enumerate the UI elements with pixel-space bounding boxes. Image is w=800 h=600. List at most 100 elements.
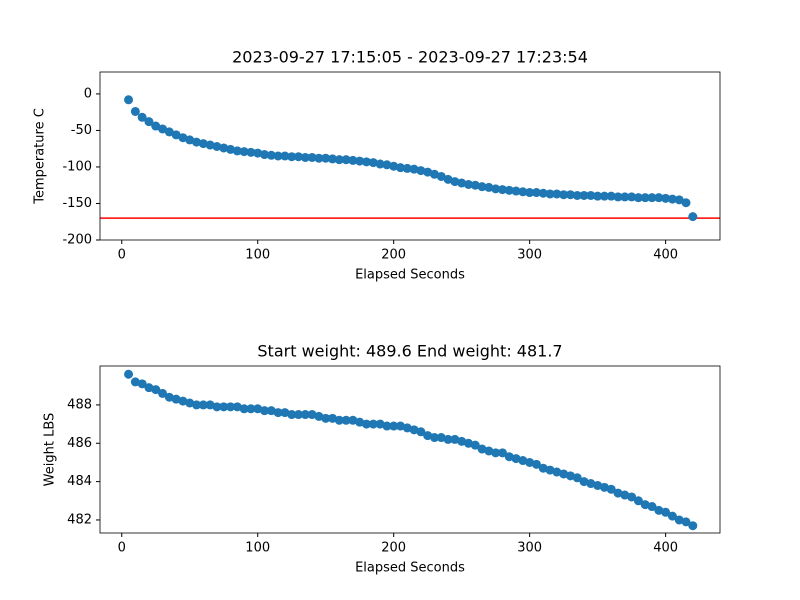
- data-point: [178, 133, 188, 143]
- data-point: [620, 490, 630, 500]
- data-point: [681, 517, 691, 527]
- data-point: [198, 400, 208, 410]
- data-point: [518, 187, 528, 197]
- data-point: [552, 189, 562, 199]
- data-point: [321, 413, 331, 423]
- x-tick-label: 0: [118, 541, 126, 556]
- data-point: [559, 469, 569, 479]
- data-point: [226, 402, 236, 412]
- data-point: [436, 171, 446, 181]
- data-point: [334, 415, 344, 425]
- data-point: [294, 152, 304, 162]
- data-point: [423, 167, 433, 177]
- data-point: [416, 166, 426, 176]
- data-point: [640, 193, 650, 203]
- data-point: [586, 190, 596, 200]
- data-point: [416, 427, 426, 437]
- data-point: [606, 484, 616, 494]
- data-point: [266, 406, 276, 416]
- data-point: [287, 152, 297, 162]
- data-point: [593, 191, 603, 201]
- data-point: [559, 190, 569, 200]
- data-point: [627, 192, 637, 202]
- data-point: [491, 448, 501, 458]
- data-point: [423, 431, 433, 441]
- data-point: [273, 151, 283, 161]
- data-point: [531, 188, 541, 198]
- data-point: [219, 143, 229, 153]
- data-point: [205, 140, 215, 150]
- data-point: [124, 95, 134, 105]
- data-point: [355, 417, 365, 427]
- data-point: [253, 148, 263, 158]
- data-point: [484, 182, 494, 192]
- data-point: [565, 190, 575, 200]
- data-point: [667, 194, 677, 204]
- data-point: [511, 186, 521, 196]
- data-point: [497, 448, 507, 458]
- axes-frame: [99, 71, 721, 241]
- data-point: [674, 515, 684, 525]
- data-point: [212, 142, 222, 152]
- data-point: [171, 130, 181, 140]
- data-point: [266, 150, 276, 160]
- data-point: [144, 383, 154, 393]
- data-point: [606, 191, 616, 201]
- y-tick-label: 0: [84, 86, 92, 101]
- data-point: [688, 521, 698, 531]
- data-point: [640, 500, 650, 510]
- y-tick-label: 482: [67, 512, 92, 527]
- data-point: [130, 106, 140, 116]
- data-point: [171, 394, 181, 404]
- data-point: [361, 157, 371, 167]
- data-point: [497, 185, 507, 195]
- data-point: [273, 408, 283, 418]
- data-point: [212, 402, 222, 412]
- x-tick-label: 200: [381, 541, 406, 556]
- data-point: [457, 178, 467, 188]
- data-point: [674, 195, 684, 205]
- data-point: [361, 419, 371, 429]
- data-point: [633, 496, 643, 506]
- data-point: [368, 419, 378, 429]
- data-point: [525, 188, 535, 198]
- data-point: [531, 459, 541, 469]
- y-tick-label: -200: [62, 233, 92, 248]
- data-point: [232, 146, 242, 156]
- data-point: [654, 505, 664, 515]
- data-point: [654, 193, 664, 203]
- data-point: [348, 415, 358, 425]
- data-point: [375, 159, 385, 169]
- data-point: [443, 434, 453, 444]
- data-point: [395, 163, 405, 173]
- data-point: [599, 191, 609, 201]
- data-point: [389, 421, 399, 431]
- data-point: [328, 154, 337, 164]
- data-point: [572, 473, 582, 483]
- x-tick-label: 100: [245, 541, 270, 556]
- data-point: [395, 421, 405, 431]
- data-point: [130, 377, 140, 387]
- data-point: [314, 411, 324, 421]
- data-point: [402, 423, 412, 433]
- y-tick-label: 484: [67, 474, 92, 489]
- data-point: [572, 190, 582, 200]
- data-point: [260, 150, 270, 160]
- data-point: [280, 408, 290, 418]
- data-point: [402, 163, 412, 173]
- data-point: [164, 127, 174, 137]
- data-point: [688, 212, 698, 222]
- y-tick-label: 488: [67, 397, 92, 412]
- data-point: [226, 144, 236, 154]
- data-point: [348, 155, 358, 165]
- data-point: [620, 192, 630, 202]
- data-point: [593, 480, 603, 490]
- data-point: [321, 153, 331, 163]
- data-point: [205, 400, 215, 410]
- data-point: [511, 454, 521, 464]
- data-point: [368, 158, 378, 168]
- data-point: [463, 438, 473, 448]
- axes-frame: [99, 365, 721, 534]
- data-point: [477, 182, 487, 192]
